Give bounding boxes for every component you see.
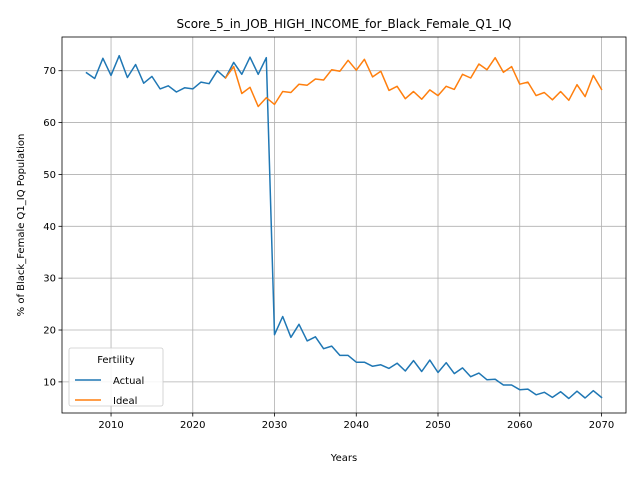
legend-label-ideal: Ideal (113, 396, 137, 407)
x-tick-label: 2070 (589, 420, 614, 431)
x-tick-label: 2010 (98, 420, 123, 431)
y-tick-label: 70 (43, 66, 56, 77)
x-tick-label: 2050 (425, 420, 450, 431)
legend: Fertility Actual Ideal (69, 348, 163, 407)
legend-label-actual: Actual (113, 376, 144, 387)
x-tick-label: 2040 (344, 420, 369, 431)
y-tick-label: 30 (43, 274, 56, 285)
y-tick-label: 60 (43, 118, 56, 129)
y-axis-label: % of Black_Female Q1_IQ Population (16, 134, 27, 317)
y-tick-label: 10 (43, 377, 56, 388)
x-tick-label: 2060 (507, 420, 532, 431)
x-tick-label: 2020 (180, 420, 205, 431)
chart-title: Score_5_in_JOB_HIGH_INCOME_for_Black_Fem… (177, 17, 512, 31)
x-axis-label: Years (330, 453, 357, 464)
y-tick-label: 20 (43, 326, 56, 337)
y-tick-label: 40 (43, 222, 56, 233)
y-tick-label: 50 (43, 170, 56, 181)
legend-title: Fertility (97, 355, 135, 366)
x-tick-label: 2030 (262, 420, 287, 431)
